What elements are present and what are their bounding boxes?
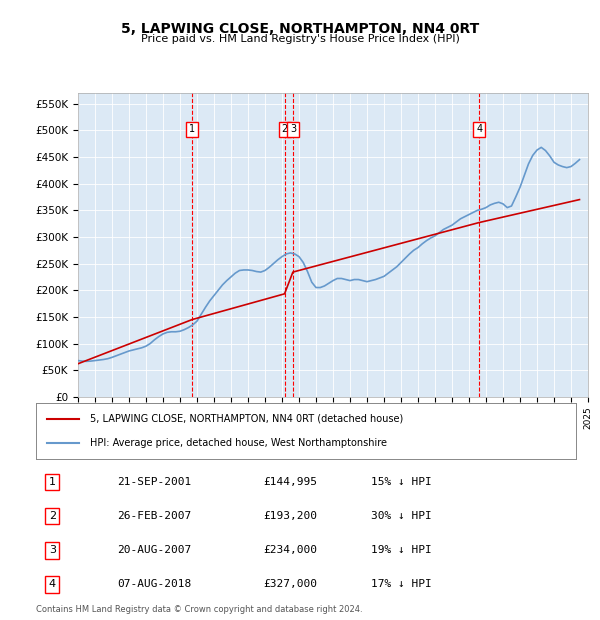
Text: 19% ↓ HPI: 19% ↓ HPI — [371, 545, 431, 556]
Text: Contains HM Land Registry data © Crown copyright and database right 2024.: Contains HM Land Registry data © Crown c… — [36, 604, 362, 614]
Text: 1: 1 — [189, 125, 196, 135]
Text: 21-SEP-2001: 21-SEP-2001 — [117, 477, 191, 487]
Text: £327,000: £327,000 — [263, 579, 317, 590]
Text: 4: 4 — [476, 125, 482, 135]
Text: £234,000: £234,000 — [263, 545, 317, 556]
Text: £193,200: £193,200 — [263, 511, 317, 521]
Text: 5, LAPWING CLOSE, NORTHAMPTON, NN4 0RT (detached house): 5, LAPWING CLOSE, NORTHAMPTON, NN4 0RT (… — [90, 414, 403, 423]
Text: HPI: Average price, detached house, West Northamptonshire: HPI: Average price, detached house, West… — [90, 438, 387, 448]
Text: 5, LAPWING CLOSE, NORTHAMPTON, NN4 0RT: 5, LAPWING CLOSE, NORTHAMPTON, NN4 0RT — [121, 22, 479, 36]
Text: 07-AUG-2018: 07-AUG-2018 — [117, 579, 191, 590]
Text: 15% ↓ HPI: 15% ↓ HPI — [371, 477, 431, 487]
Text: 2: 2 — [49, 511, 56, 521]
Text: 3: 3 — [49, 545, 56, 556]
Text: 20-AUG-2007: 20-AUG-2007 — [117, 545, 191, 556]
Text: 1: 1 — [49, 477, 56, 487]
Text: 26-FEB-2007: 26-FEB-2007 — [117, 511, 191, 521]
Text: 3: 3 — [290, 125, 296, 135]
Text: Price paid vs. HM Land Registry's House Price Index (HPI): Price paid vs. HM Land Registry's House … — [140, 34, 460, 44]
Text: 30% ↓ HPI: 30% ↓ HPI — [371, 511, 431, 521]
Text: £144,995: £144,995 — [263, 477, 317, 487]
Text: 2: 2 — [281, 125, 287, 135]
Text: 17% ↓ HPI: 17% ↓ HPI — [371, 579, 431, 590]
Text: 4: 4 — [49, 579, 56, 590]
